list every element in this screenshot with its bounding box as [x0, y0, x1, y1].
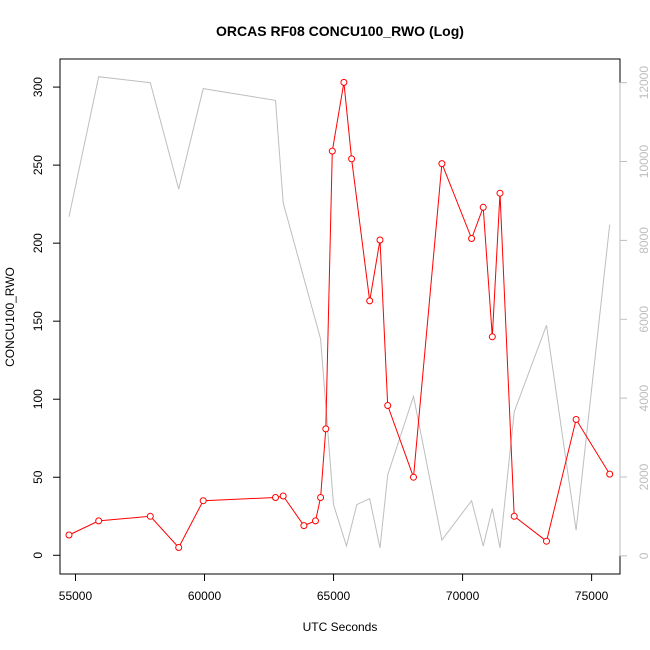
y-axis-right: 0 2000 4000 6000 8000 10000 12000	[619, 66, 650, 559]
y2-tick-label: 0	[637, 552, 650, 559]
y-tick-label: 100	[31, 389, 45, 409]
y2-tick-label: 6000	[637, 306, 650, 333]
data-point	[340, 78, 348, 86]
data-point	[95, 517, 103, 525]
x-tick-label: 60000	[188, 589, 222, 603]
data-point	[479, 203, 487, 211]
plot-frame	[59, 58, 621, 575]
data-point	[146, 512, 154, 520]
data-point	[376, 236, 384, 244]
y-tick-label: 300	[31, 77, 45, 97]
data-point	[410, 473, 417, 481]
x-axis-label: UTC Seconds	[303, 620, 378, 634]
data-point	[65, 531, 73, 539]
data-point	[328, 147, 336, 155]
y2-tick-label: 12000	[637, 66, 650, 100]
x-tick-label: 55000	[59, 589, 93, 603]
series-left-layer	[65, 78, 614, 551]
y-tick-label: 50	[31, 470, 45, 484]
data-point	[279, 492, 287, 500]
y2-tick-label: 10000	[637, 145, 650, 179]
y-tick-label: 0	[31, 552, 45, 559]
data-point	[300, 522, 308, 530]
data-point	[543, 537, 550, 545]
y2-tick-label: 8000	[637, 227, 650, 254]
y-axis-label: CONCU100_RWO	[3, 267, 17, 367]
y2-tick-label: 4000	[637, 384, 650, 411]
data-point	[322, 425, 330, 433]
data-point	[572, 416, 580, 423]
y-tick-label: 200	[31, 233, 45, 253]
chart-title: ORCAS RF08 CONCU100_RWO (Log)	[216, 23, 464, 39]
data-point	[606, 470, 614, 478]
y-tick-label: 150	[31, 311, 45, 331]
data-point	[468, 235, 476, 242]
data-point	[272, 494, 279, 501]
data-point	[438, 160, 446, 168]
series-line-left	[68, 82, 611, 549]
x-tick-label: 65000	[317, 589, 351, 603]
x-tick-label: 75000	[575, 589, 609, 603]
x-axis: 55000 60000 65000 70000 75000	[59, 573, 609, 603]
y2-tick-label: 2000	[637, 463, 650, 490]
data-point	[366, 297, 374, 305]
data-point	[348, 155, 356, 163]
data-point	[175, 544, 183, 551]
data-point	[488, 333, 496, 341]
data-point	[510, 512, 518, 520]
series-right-layer	[68, 76, 611, 549]
x-tick-label: 70000	[446, 589, 480, 603]
data-point	[199, 497, 207, 505]
data-point	[496, 189, 504, 197]
y-tick-label: 250	[31, 155, 45, 175]
data-point	[312, 517, 319, 525]
data-point	[384, 402, 392, 409]
series-line-right	[68, 76, 611, 549]
y-axis-left: 0 50 100 150 200 250 300	[31, 77, 61, 559]
data-point	[317, 494, 325, 501]
